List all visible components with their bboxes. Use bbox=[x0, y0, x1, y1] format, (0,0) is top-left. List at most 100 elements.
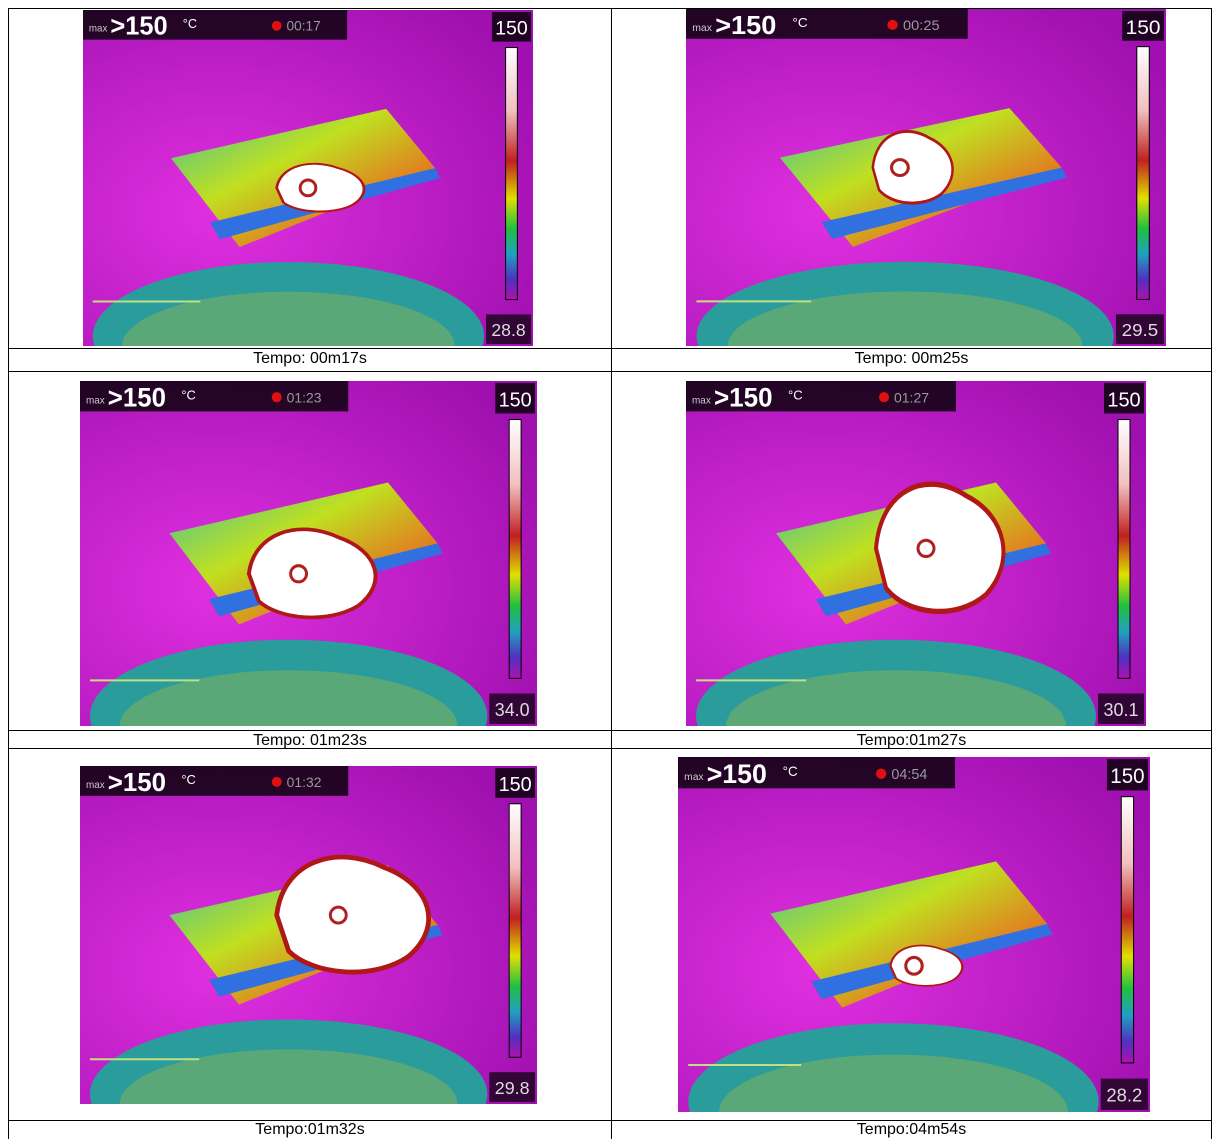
hot-area bbox=[246, 527, 378, 620]
max-label: max bbox=[89, 24, 108, 35]
rec-dot bbox=[887, 19, 898, 30]
border bbox=[611, 8, 612, 1139]
scale-bar bbox=[508, 803, 522, 1058]
time: 01:23 bbox=[287, 389, 322, 405]
tub-inner bbox=[726, 670, 1066, 726]
scale-max: 150 bbox=[1107, 389, 1140, 411]
border bbox=[8, 8, 9, 1139]
reading-box bbox=[1098, 693, 1144, 724]
rec-dot bbox=[271, 392, 282, 403]
border bbox=[8, 730, 1212, 731]
scale-max: 150 bbox=[499, 389, 532, 411]
unit: °C bbox=[783, 764, 798, 779]
crosshair bbox=[328, 905, 348, 925]
reading-box bbox=[486, 314, 532, 345]
scale-box bbox=[1122, 10, 1164, 41]
hot-area bbox=[275, 162, 366, 213]
caption: Tempo: 00m17s bbox=[253, 350, 367, 367]
unit: °C bbox=[181, 772, 195, 787]
reading: 28.2 bbox=[1106, 1084, 1142, 1105]
reading: 30.1 bbox=[1103, 700, 1138, 720]
hot-area bbox=[274, 854, 431, 975]
thermal-image: max >150 °C 04:54 150 28.2 bbox=[678, 757, 1150, 1112]
thermal-image: max >150 °C 00:25 150 29.5 bbox=[686, 9, 1166, 346]
tub-inner bbox=[119, 1049, 458, 1104]
unit: °C bbox=[792, 15, 808, 30]
reading-box bbox=[1115, 314, 1164, 345]
caption: Tempo:04m54s bbox=[856, 1121, 967, 1138]
scale-max: 150 bbox=[1126, 17, 1161, 38]
max-label: max bbox=[86, 395, 105, 406]
max-label: max bbox=[692, 395, 711, 406]
tub-inner bbox=[719, 1054, 1068, 1112]
tub-inner bbox=[727, 291, 1083, 346]
time: 00:25 bbox=[903, 18, 940, 34]
scale-box bbox=[495, 767, 536, 798]
rec-dot bbox=[271, 20, 282, 31]
crosshair bbox=[298, 178, 318, 198]
crosshair bbox=[916, 538, 936, 559]
reading: 34.0 bbox=[495, 700, 530, 720]
max-label: max bbox=[86, 780, 105, 791]
border bbox=[8, 8, 1212, 9]
header-bg bbox=[83, 10, 348, 40]
max-value: >150 bbox=[714, 382, 773, 412]
header-bg bbox=[80, 381, 349, 412]
scale-max: 150 bbox=[495, 18, 528, 40]
reading-box bbox=[1100, 1078, 1148, 1110]
unit: °C bbox=[181, 387, 195, 402]
caption: Tempo:01m27s bbox=[856, 732, 967, 749]
max-value: >150 bbox=[707, 759, 767, 789]
scale-bar bbox=[508, 419, 522, 679]
max-value: >150 bbox=[715, 10, 776, 39]
header-bg bbox=[686, 381, 956, 412]
thermal-image: max >150 °C 01:27 150 30.1 bbox=[686, 381, 1146, 726]
caption: Tempo:01m32s bbox=[255, 1121, 365, 1138]
rec-dot bbox=[271, 776, 282, 787]
border bbox=[8, 371, 1212, 372]
time: 01:32 bbox=[287, 774, 322, 790]
max-value: >150 bbox=[108, 382, 166, 412]
crosshair bbox=[904, 955, 924, 976]
scale-max: 150 bbox=[499, 774, 532, 796]
hot-area bbox=[889, 944, 964, 987]
rec-dot bbox=[879, 392, 889, 403]
caption: Tempo: 01m23s bbox=[253, 732, 367, 749]
border bbox=[8, 348, 1212, 349]
max-label: max bbox=[692, 23, 712, 34]
table-edge bbox=[821, 167, 1067, 239]
thermal-image: max >150 °C 01:23 150 34.0 bbox=[80, 381, 537, 726]
hot-area bbox=[873, 481, 1006, 614]
max-label: max bbox=[684, 772, 704, 783]
scale-box bbox=[491, 11, 532, 42]
border bbox=[1211, 8, 1212, 1139]
rec-dot bbox=[876, 768, 887, 779]
border bbox=[8, 748, 1212, 749]
scale-box bbox=[495, 383, 536, 414]
table bbox=[770, 861, 1048, 1008]
caption: Tempo: 00m25s bbox=[854, 350, 969, 367]
reading: 29.8 bbox=[495, 1078, 530, 1098]
scale-box bbox=[1106, 759, 1148, 791]
border bbox=[8, 1120, 1212, 1121]
tub-inner bbox=[119, 670, 458, 726]
hot-area bbox=[871, 129, 954, 205]
scale-bar bbox=[1120, 796, 1135, 1064]
scale-box bbox=[1104, 383, 1144, 414]
reading-box bbox=[489, 1072, 536, 1103]
time: 00:17 bbox=[286, 19, 320, 34]
reading: 28.8 bbox=[491, 320, 525, 340]
tub-inner bbox=[122, 291, 455, 346]
header-bg bbox=[80, 766, 349, 796]
crosshair bbox=[289, 564, 309, 584]
unit: °C bbox=[183, 16, 197, 31]
reading: 29.5 bbox=[1122, 320, 1159, 340]
max-value: >150 bbox=[110, 13, 167, 41]
scale-bar bbox=[1136, 46, 1150, 300]
crosshair bbox=[890, 158, 910, 178]
time: 01:27 bbox=[894, 389, 929, 405]
reading-box bbox=[489, 693, 536, 724]
scale-bar bbox=[505, 47, 518, 301]
header-bg bbox=[686, 9, 968, 39]
